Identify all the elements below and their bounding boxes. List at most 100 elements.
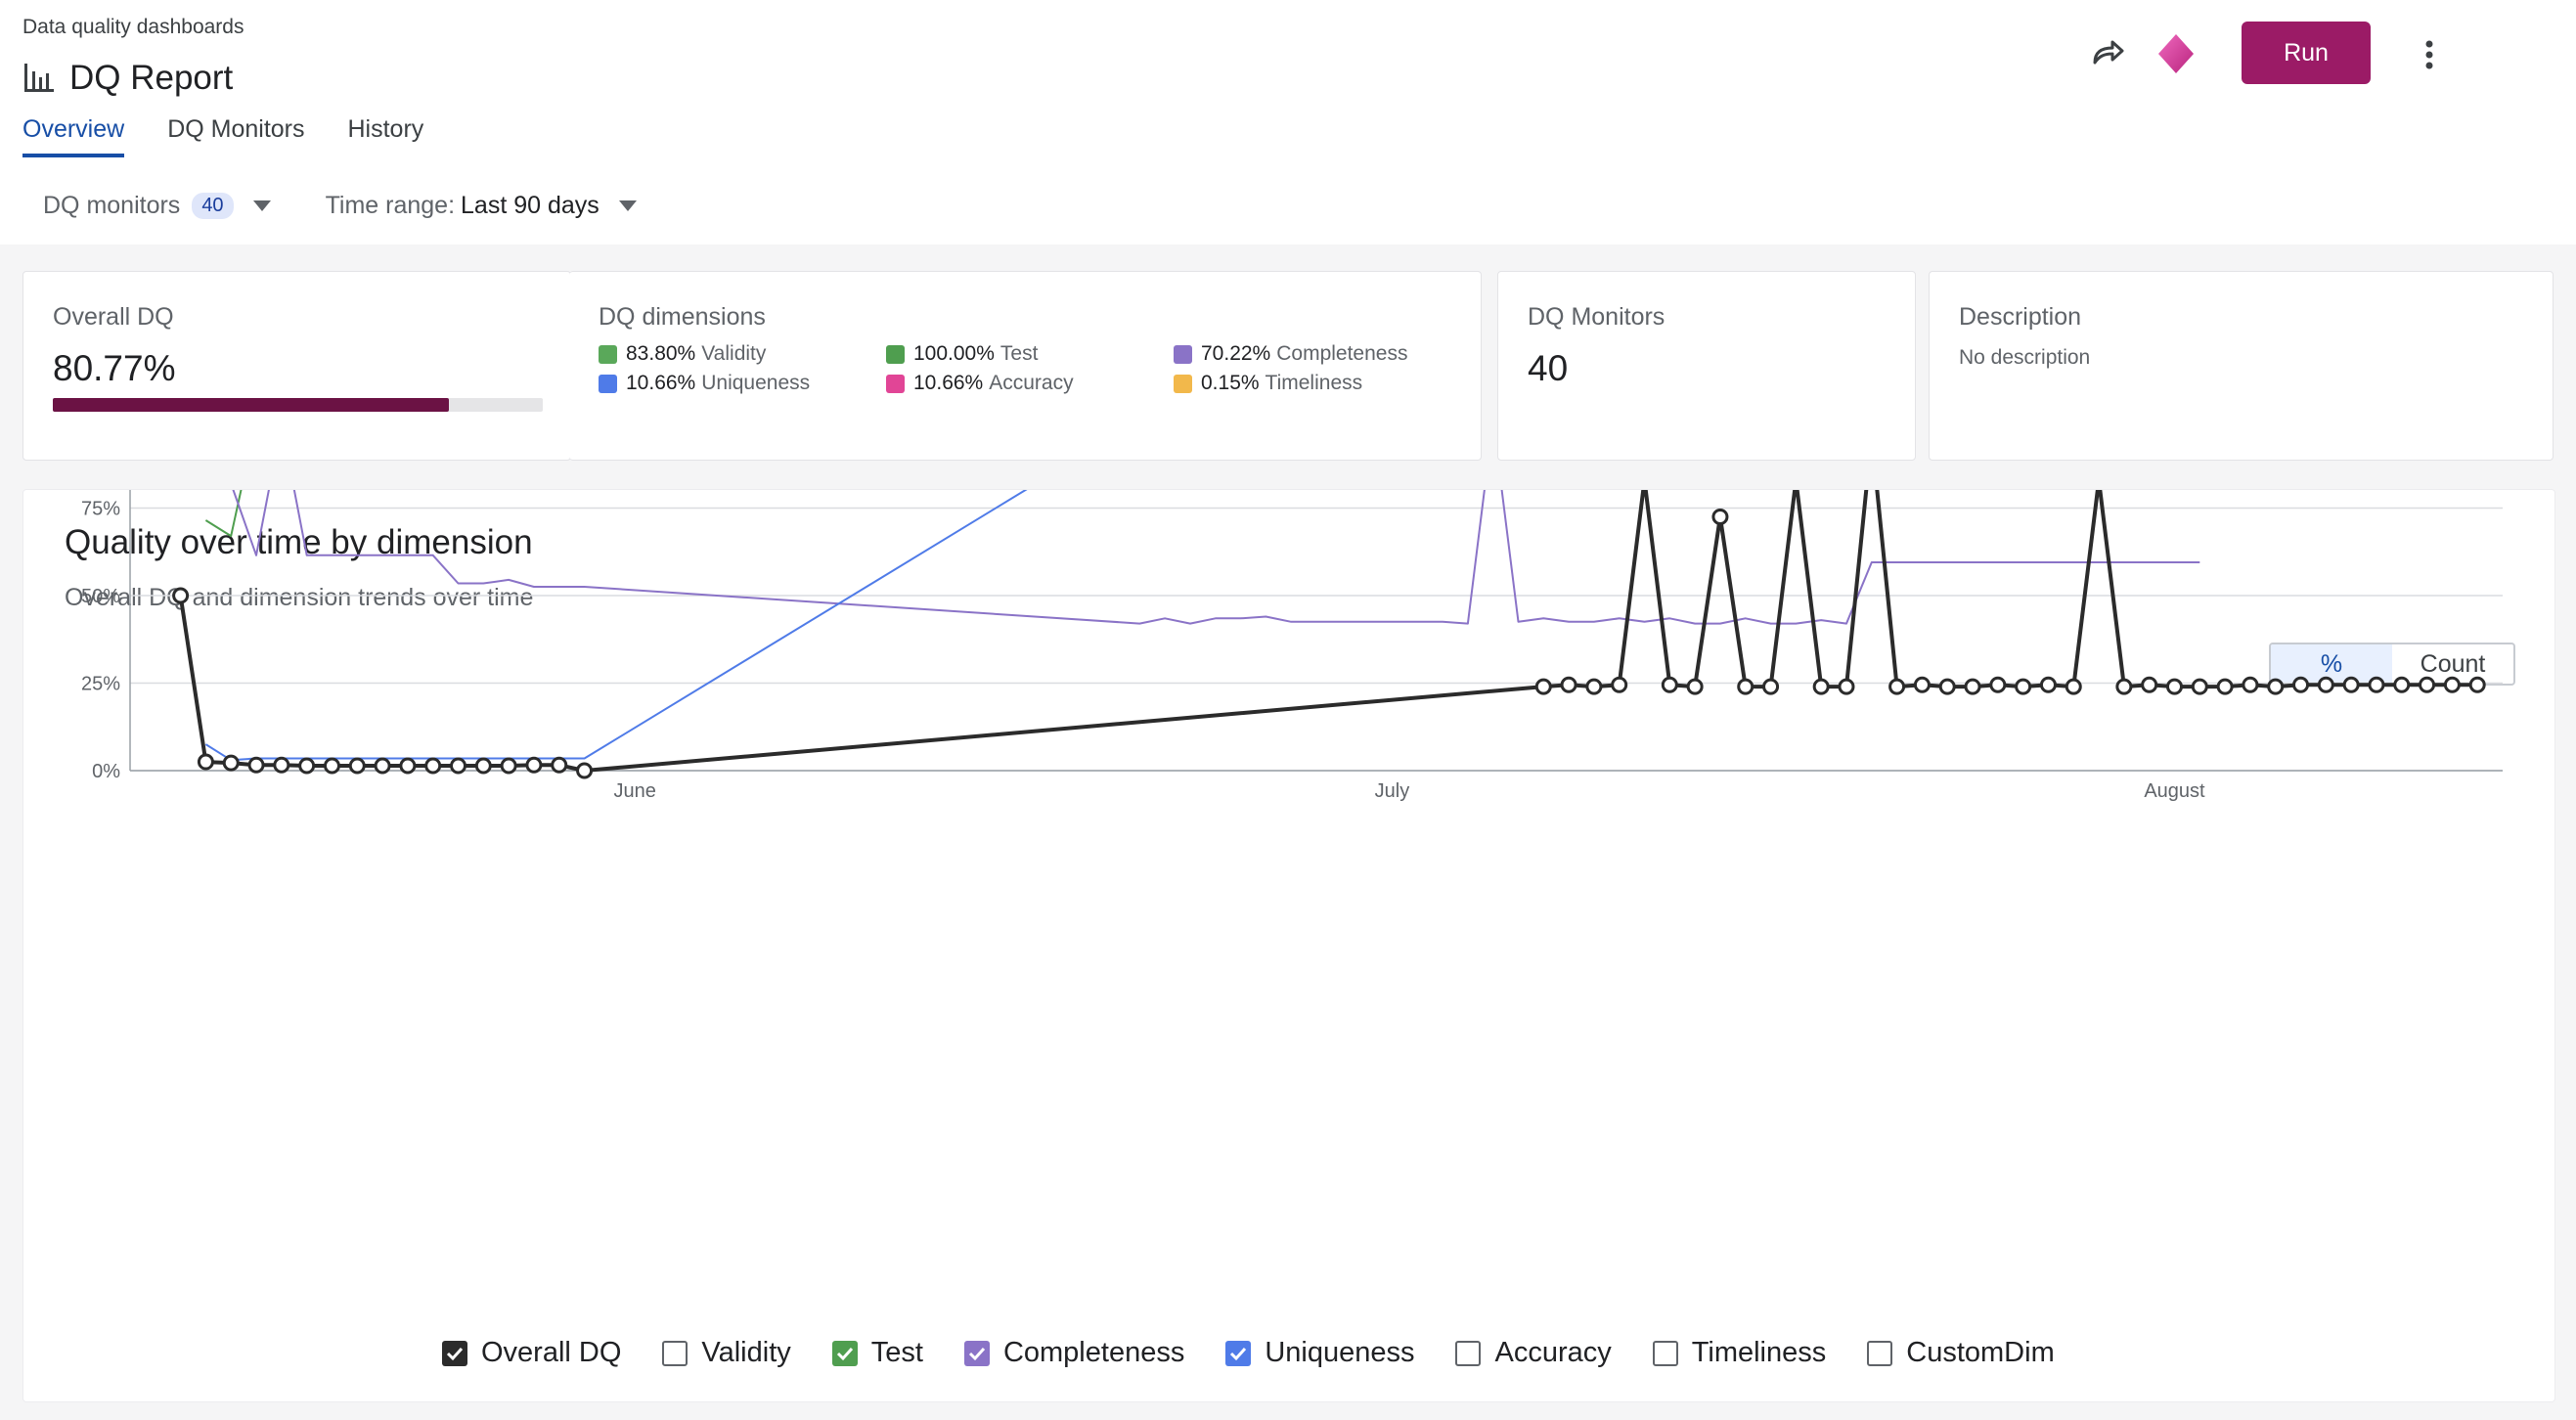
- checkbox-unchecked-icon[interactable]: [662, 1340, 688, 1366]
- data-point-overall-dq: [298, 757, 316, 775]
- legend-item-completeness[interactable]: Completeness: [963, 1337, 1184, 1369]
- data-point-overall-dq: [374, 757, 391, 775]
- data-point-overall-dq: [1560, 676, 1577, 693]
- series-line-completeness: [232, 490, 2200, 625]
- series-line-overall-dq: [178, 490, 2478, 773]
- filter-label: Time range:: [325, 192, 456, 219]
- panel-subtitle: Overall DQ and dimension trends over tim…: [65, 584, 534, 611]
- dimension-name: Timeliness: [1265, 372, 1363, 394]
- legend-item-uniqueness[interactable]: Uniqueness: [1225, 1337, 1414, 1369]
- x-tick-label: August: [2144, 780, 2205, 802]
- dimension-swatch: [886, 344, 905, 364]
- dimension-percent: 70.22%: [1201, 342, 1271, 365]
- data-point-overall-dq: [273, 756, 290, 774]
- breadcrumb[interactable]: Data quality dashboards: [22, 16, 244, 38]
- legend-item-test[interactable]: Test: [831, 1337, 923, 1369]
- description-value: No description: [1959, 346, 2091, 369]
- data-point-overall-dq: [2242, 676, 2259, 693]
- run-button[interactable]: Run: [2242, 22, 2371, 84]
- data-point-overall-dq: [525, 756, 543, 774]
- dimension-name: Validity: [701, 342, 767, 365]
- data-point-overall-dq: [1938, 678, 1956, 695]
- checkbox-checked-icon[interactable]: [831, 1340, 858, 1366]
- chart-legend: Overall DQ Validity Test Completeness Unique…: [442, 1337, 2096, 1369]
- percent-toggle-button[interactable]: %: [2271, 644, 2392, 684]
- checkbox-checked-icon[interactable]: [1225, 1340, 1252, 1366]
- dimension-item-test: 100.00% Test: [886, 342, 1174, 366]
- data-point-overall-dq: [1661, 676, 1678, 693]
- legend-label: Uniqueness: [1265, 1337, 1415, 1368]
- dq-monitors-filter[interactable]: DQ monitors 40: [43, 192, 271, 220]
- data-point-overall-dq: [2468, 676, 2486, 693]
- x-tick-label: June: [613, 780, 655, 802]
- filter-value: Last 90 days: [461, 192, 600, 219]
- data-point-overall-dq: [1711, 508, 1729, 525]
- checkbox-unchecked-icon[interactable]: [1455, 1340, 1482, 1366]
- progress-fill: [53, 398, 449, 412]
- x-tick-label: July: [1375, 780, 1410, 802]
- data-point-overall-dq: [1913, 676, 1931, 693]
- data-point-overall-dq: [2165, 678, 2183, 695]
- time-range-filter[interactable]: Time range: Last 90 days: [326, 192, 637, 220]
- data-point-overall-dq: [2368, 676, 2385, 693]
- legend-item-timeliness[interactable]: Timeliness: [1652, 1337, 1826, 1369]
- dimension-swatch: [1174, 374, 1192, 393]
- tab-overview[interactable]: Overview: [22, 115, 125, 157]
- data-point-overall-dq: [197, 753, 214, 771]
- dimension-item-timeliness: 0.15% Timeliness: [1174, 372, 1459, 395]
- data-point-overall-dq: [2292, 676, 2310, 693]
- tab-history[interactable]: History: [347, 115, 424, 143]
- data-point-overall-dq: [424, 757, 442, 775]
- panel-title: Quality over time by dimension: [65, 523, 533, 561]
- data-point-overall-dq: [2065, 678, 2082, 695]
- filter-bar: DQ monitors 40 Time range: Last 90 days: [43, 192, 691, 220]
- data-point-overall-dq: [1888, 678, 1906, 695]
- legend-item-accuracy[interactable]: Accuracy: [1455, 1337, 1612, 1369]
- data-point-overall-dq: [1838, 678, 1855, 695]
- legend-label: Accuracy: [1494, 1337, 1612, 1368]
- data-point-overall-dq: [323, 757, 340, 775]
- y-tick-label: 0%: [92, 761, 120, 782]
- data-point-overall-dq: [1989, 676, 2007, 693]
- legend-item-customdim[interactable]: CustomDim: [1867, 1337, 2055, 1369]
- monitors-value: 40: [1528, 348, 1569, 388]
- dimension-name: Uniqueness: [701, 372, 811, 394]
- checkbox-unchecked-icon[interactable]: [1652, 1340, 1678, 1366]
- unit-toggle: % Count: [2269, 643, 2515, 686]
- overall-dq-progress: [53, 398, 543, 412]
- data-point-overall-dq: [222, 754, 240, 772]
- data-point-overall-dq: [2317, 676, 2334, 693]
- overall-dq-card: Overall DQ 80.77%: [22, 271, 571, 461]
- page-title: DQ Report: [69, 59, 234, 97]
- checkbox-checked-icon[interactable]: [442, 1340, 467, 1366]
- tab-dq-monitors[interactable]: DQ Monitors: [167, 115, 305, 143]
- card-label: Overall DQ: [53, 303, 174, 331]
- data-point-overall-dq: [551, 756, 568, 774]
- y-tick-label: 25%: [81, 674, 120, 695]
- legend-item-overall-dq[interactable]: Overall DQ: [442, 1337, 621, 1369]
- data-point-overall-dq: [348, 757, 366, 775]
- data-point-overall-dq: [2039, 676, 2057, 693]
- legend-label: Validity: [701, 1337, 791, 1368]
- data-point-overall-dq: [2191, 678, 2208, 695]
- count-badge: 40: [192, 193, 234, 219]
- dq-monitors-card: DQ Monitors 40: [1497, 271, 1916, 461]
- overall-dq-value: 80.77%: [53, 348, 176, 388]
- share-icon[interactable]: [2087, 33, 2128, 74]
- dimension-percent: 10.66%: [626, 372, 696, 394]
- more-vert-icon[interactable]: [2410, 35, 2449, 74]
- gem-icon[interactable]: [2154, 32, 2198, 75]
- data-point-overall-dq: [2393, 676, 2411, 693]
- checkbox-unchecked-icon[interactable]: [1867, 1340, 1893, 1366]
- data-point-overall-dq: [1762, 678, 1780, 695]
- data-point-overall-dq: [1812, 678, 1830, 695]
- legend-item-validity[interactable]: Validity: [662, 1337, 791, 1369]
- data-point-overall-dq: [1737, 678, 1754, 695]
- data-point-overall-dq: [1585, 678, 1603, 695]
- count-toggle-button[interactable]: Count: [2420, 649, 2486, 678]
- dimension-list: 83.80% Validity 100.00% Test 70.22% Completen…: [599, 342, 1459, 395]
- data-point-overall-dq: [2443, 676, 2461, 693]
- tab-bar: Overview DQ Monitors History: [22, 115, 466, 157]
- checkbox-checked-icon[interactable]: [963, 1340, 990, 1366]
